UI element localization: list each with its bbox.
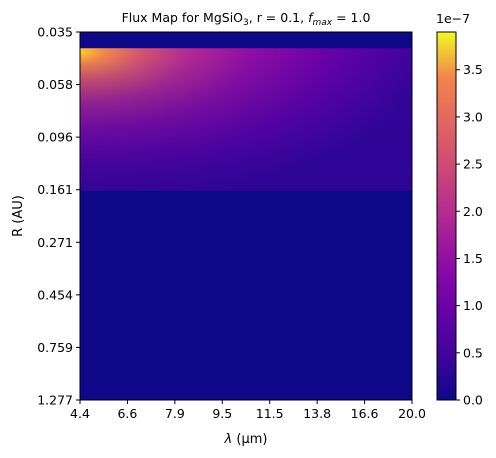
x-tick-label: 6.6 — [117, 406, 137, 421]
x-tick-label: 16.6 — [351, 406, 379, 421]
flux-band-shading — [80, 48, 412, 191]
y-tick-label: 0.271 — [37, 235, 73, 250]
colorbar-tick-label: 0.5 — [463, 345, 483, 360]
x-axis-unit: (μm) — [232, 432, 267, 447]
x-tick-label: 7.9 — [165, 406, 185, 421]
x-tick-label: 4.4 — [70, 406, 90, 421]
y-tick-label: 1.277 — [37, 393, 73, 408]
x-tick-label: 20.0 — [398, 406, 426, 421]
colorbar-tick-label: 3.0 — [463, 109, 483, 124]
colorbar-tick-label: 2.0 — [463, 204, 483, 219]
x-tick-label: 11.5 — [256, 406, 284, 421]
colorbar-tick-label: 3.5 — [463, 62, 483, 77]
title-subscript: 3 — [243, 18, 249, 28]
title-middle: , r = 0.1, — [249, 10, 308, 25]
colorbar-ticks: 0.0 0.5 1.0 1.5 2.0 2.5 3.0 3.5 — [456, 62, 483, 408]
colorbar-gradient — [436, 31, 457, 401]
x-axis-ticks: 4.4 6.6 7.9 9.5 11.5 13.8 16.6 20.0 — [70, 400, 426, 421]
y-tick-label: 0.035 — [37, 25, 73, 40]
colorbar-tick-label: 2.5 — [463, 157, 483, 172]
x-axis-label: λ (μm) — [224, 432, 268, 447]
colorbar: 1e−7 0.0 0.5 1.0 1.5 2.0 2.5 3.0 3.5 — [436, 11, 483, 408]
y-tick-label: 0.759 — [37, 340, 73, 355]
heatmap-plot-area — [79, 31, 413, 401]
title-italic: f — [308, 10, 314, 25]
plot-frame — [79, 31, 413, 401]
y-tick-label: 0.096 — [37, 130, 73, 145]
x-tick-label: 9.5 — [212, 406, 232, 421]
x-axis-symbol: λ — [224, 432, 233, 447]
y-tick-label: 0.058 — [37, 77, 73, 92]
colorbar-tick-label: 0.0 — [463, 393, 483, 408]
colorbar-tick-label: 1.5 — [463, 251, 483, 266]
title-suffix: = 1.0 — [332, 10, 370, 25]
title-prefix: Flux Map for MgSiO — [122, 10, 244, 25]
title-italic-subscript: max — [313, 18, 333, 28]
colorbar-offset-label: 1e−7 — [436, 11, 470, 26]
colorbar-tick-label: 1.0 — [463, 298, 483, 313]
chart-title: Flux Map for MgSiO3, r = 0.1, fmax = 1.0 — [122, 10, 371, 28]
y-axis-ticks: 0.035 0.058 0.096 0.161 0.271 0.454 0.759 1.277 — [37, 25, 80, 408]
y-axis-label: R (AU) — [11, 195, 26, 237]
x-tick-label: 13.8 — [303, 406, 331, 421]
y-tick-label: 0.454 — [37, 287, 73, 302]
y-tick-label: 0.161 — [37, 182, 73, 197]
